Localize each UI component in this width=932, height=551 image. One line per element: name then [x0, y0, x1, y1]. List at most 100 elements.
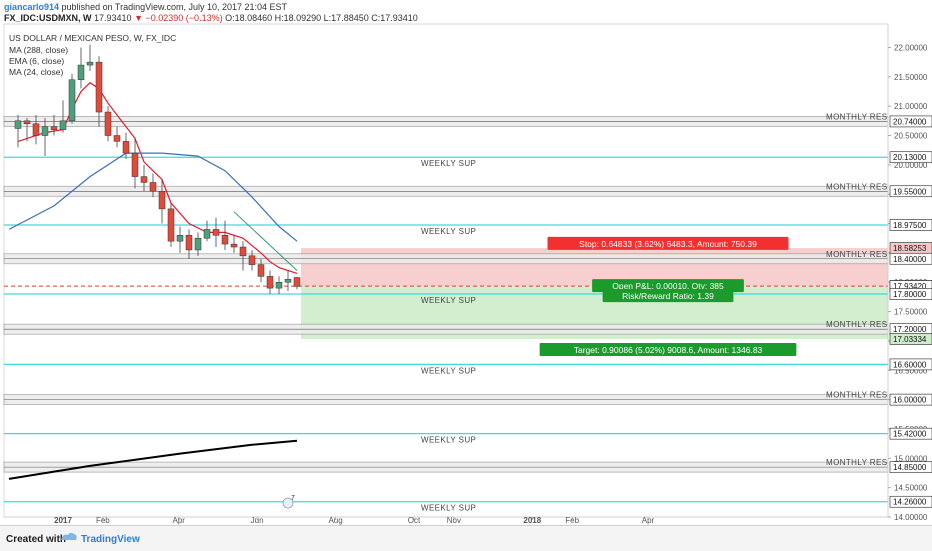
- legend-item-ema6: EMA (6, close): [9, 56, 64, 66]
- legend-item-ma24: MA (24, close): [9, 67, 63, 77]
- price-badge: [889, 333, 932, 345]
- price-badge: [889, 151, 932, 164]
- candle-body: [248, 255, 256, 265]
- rr-label-box: [602, 289, 734, 303]
- price-axis[interactable]: 22.00000 21.50000 21.00000 20.50000 20.00000…: [887, 0, 932, 525]
- y-tick-label: 17.50000: [894, 308, 928, 317]
- candle-body: [59, 120, 67, 130]
- x-tick-label: Oct: [408, 516, 421, 525]
- level-label: WEEKLY SUP: [421, 366, 476, 375]
- pnl-label-box: [592, 279, 744, 293]
- x-tick-label: Jun: [251, 516, 264, 525]
- tradingview-logo-icon[interactable]: [60, 531, 78, 543]
- price-badge: [889, 495, 932, 508]
- footer: Created with TradingView: [0, 525, 932, 551]
- level-label: MONTHLY RES: [826, 112, 887, 121]
- time-axis[interactable]: 2017 Feb Apr Jun Aug Oct Nov 2018 Feb Apr: [4, 516, 888, 525]
- y-tick-label: 14.00000: [894, 513, 928, 522]
- candle-body: [257, 264, 265, 277]
- candle-body: [14, 120, 22, 129]
- legend-title: US DOLLAR / MEXICAN PESO, W, FX_IDC: [9, 33, 176, 43]
- level-label: MONTHLY RES: [826, 182, 887, 191]
- price-badge-label: 16.60000: [893, 360, 927, 369]
- series-line: [17, 81, 298, 274]
- legend-item-ma288: MA (288, close): [9, 45, 68, 55]
- candle-body: [158, 191, 166, 210]
- price-badge: [889, 252, 932, 265]
- level-label: MONTHLY RES: [826, 458, 887, 467]
- level-label: WEEKLY SUP: [421, 504, 476, 513]
- stop-label: Stop: 0.64833 (3.62%) 6483.3, Amount: 75…: [579, 239, 757, 249]
- candle-body: [77, 64, 85, 81]
- candle-body: [23, 120, 31, 125]
- level-label: MONTHLY RES: [826, 250, 887, 259]
- candle-body: [50, 126, 58, 130]
- price-badge-label: 17.03334: [893, 335, 927, 344]
- candle-body: [293, 277, 301, 287]
- y-tick-label: 15.00000: [894, 454, 928, 463]
- price-badge-label: 19.55000: [893, 187, 927, 196]
- y-tick-label: 16.50000: [894, 366, 928, 375]
- level-label: WEEKLY SUP: [421, 436, 476, 445]
- price-badge: [889, 461, 932, 473]
- chart[interactable]: MONTHLY RES WEEKLY SUP MONTHLY RES WEEKLY S…: [0, 0, 932, 525]
- candle-body: [239, 246, 247, 257]
- y-tick-label: 14.50000: [894, 484, 928, 493]
- series-line: [8, 439, 298, 480]
- price-badge-label: 20.74000: [893, 117, 927, 126]
- candle-body: [122, 141, 130, 154]
- x-tick-label: Feb: [565, 516, 579, 525]
- candle-body: [32, 123, 40, 136]
- rr-label: Risk/Reward Ratio: 1.39: [622, 291, 714, 301]
- y-tick-label: 22.00000: [894, 43, 928, 52]
- price-badge: [889, 219, 932, 231]
- candle-body: [284, 279, 292, 283]
- price-badge-label: 14.26000: [893, 498, 927, 507]
- x-tick-label: Feb: [96, 516, 110, 525]
- position-labels: Stop: 0.64833 (3.62%) 6483.3, Amount: 75…: [539, 236, 797, 356]
- y-tick-label: 21.00000: [894, 102, 928, 111]
- event-count: 7: [291, 495, 295, 502]
- price-badge: [889, 185, 932, 198]
- down-arrow-icon: ▼: [134, 13, 143, 23]
- tradingview-brand[interactable]: TradingView: [81, 534, 140, 545]
- symbol-name[interactable]: FX_IDC:USDMXN, W: [4, 13, 92, 23]
- candle-body: [266, 276, 274, 289]
- y-tick-label: 20.00000: [894, 161, 928, 170]
- price-badge-label: 14.85000: [893, 463, 927, 472]
- x-tick-label: 2018: [523, 516, 541, 525]
- candle-body: [95, 61, 103, 113]
- candle-body: [140, 176, 148, 183]
- candle-body: [221, 235, 229, 245]
- publish-line: giancarlo914 published on TradingView.co…: [4, 2, 418, 13]
- price-change: −0.02390 (−0.13%): [145, 13, 223, 23]
- price-badge-label: 18.58253: [893, 244, 927, 253]
- x-tick-label: 2017: [54, 516, 72, 525]
- level-label: WEEKLY SUP: [421, 159, 476, 168]
- chart-header: giancarlo914 published on TradingView.co…: [4, 2, 418, 24]
- price-badge: [889, 393, 932, 406]
- author-link[interactable]: giancarlo914: [4, 2, 60, 12]
- symbol-line: FX_IDC:USDMXN, W 17.93410 ▼ −0.02390 (−0…: [4, 13, 418, 24]
- candle-body: [68, 79, 76, 122]
- trendline: [233, 211, 298, 271]
- price-badge-label: 17.80000: [893, 290, 927, 299]
- level-label: WEEKLY SUP: [421, 296, 476, 305]
- candle-body: [167, 208, 175, 242]
- price-badge: [889, 358, 932, 371]
- candle-body: [194, 237, 202, 251]
- candle-body: [131, 152, 139, 177]
- candle-body: [212, 229, 220, 236]
- created-with-label: Created with: [6, 534, 67, 545]
- price-badge-label: 17.20000: [893, 325, 927, 334]
- candle-body: [104, 111, 112, 136]
- stop-label-box: [547, 236, 789, 250]
- level-label: MONTHLY RES: [826, 391, 887, 400]
- y-tick-label: 21.50000: [894, 73, 928, 82]
- price-badge: [889, 427, 932, 440]
- ohlc-values: O:18.08460 H:18.09290 L:17.88450 C:17.93…: [225, 13, 418, 23]
- price-badge-label: 18.97500: [893, 221, 927, 230]
- x-tick-label: Aug: [328, 516, 342, 525]
- price-badge-label: 20.13000: [893, 153, 927, 162]
- candle-body: [176, 235, 184, 242]
